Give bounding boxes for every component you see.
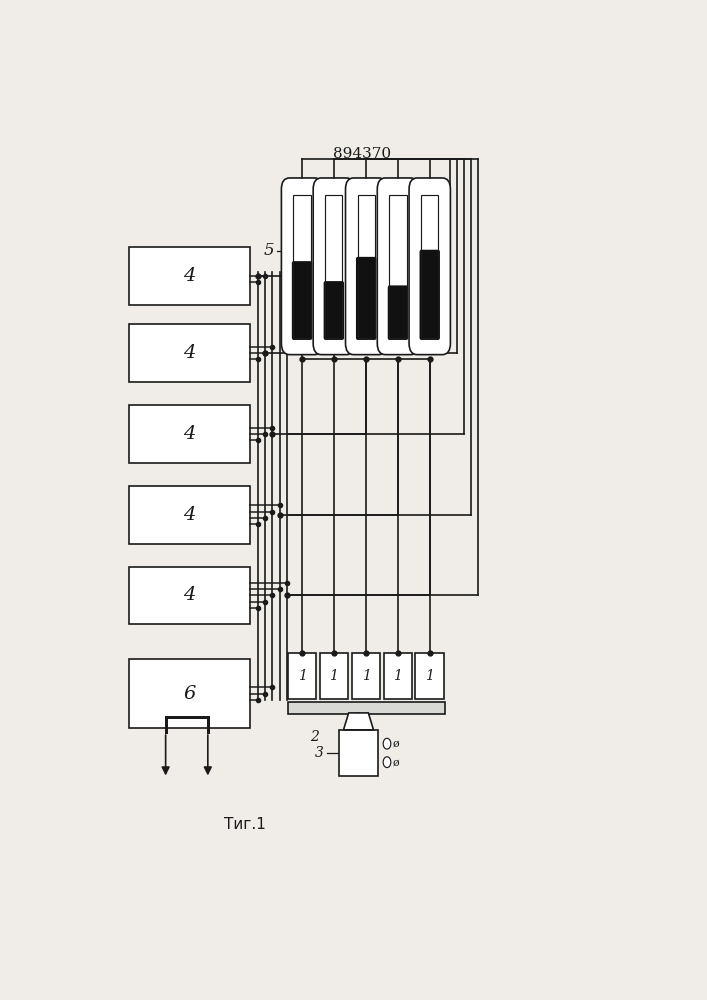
FancyBboxPatch shape <box>409 178 450 355</box>
Bar <box>352 653 380 699</box>
Bar <box>358 195 375 338</box>
Bar <box>320 653 348 699</box>
FancyBboxPatch shape <box>313 178 354 355</box>
Bar <box>358 195 375 259</box>
Text: 1: 1 <box>298 669 307 683</box>
Text: Τиг.1: Τиг.1 <box>223 817 265 832</box>
Circle shape <box>383 757 391 768</box>
Bar <box>129 324 250 382</box>
FancyBboxPatch shape <box>324 281 344 340</box>
Text: 6: 6 <box>184 685 196 703</box>
Bar <box>325 195 342 338</box>
Bar <box>129 486 250 544</box>
Text: 2: 2 <box>310 730 319 744</box>
Bar <box>129 405 250 463</box>
FancyBboxPatch shape <box>281 178 322 355</box>
FancyBboxPatch shape <box>346 178 387 355</box>
Bar <box>293 195 310 263</box>
Bar <box>390 195 407 288</box>
Bar <box>421 195 438 252</box>
Bar <box>325 195 342 283</box>
Text: ø: ø <box>393 739 399 749</box>
Text: 4: 4 <box>184 586 196 604</box>
Bar <box>390 195 407 338</box>
Text: 4: 4 <box>184 425 196 443</box>
Text: 4: 4 <box>184 267 196 285</box>
Text: 4: 4 <box>184 344 196 362</box>
Bar <box>293 195 310 338</box>
FancyBboxPatch shape <box>387 285 408 340</box>
Text: 1: 1 <box>329 669 338 683</box>
Bar <box>129 567 250 624</box>
Bar <box>129 659 250 728</box>
Bar <box>288 653 316 699</box>
Text: 1: 1 <box>426 669 434 683</box>
Bar <box>339 730 378 776</box>
Bar <box>288 702 445 714</box>
FancyBboxPatch shape <box>419 250 440 340</box>
FancyBboxPatch shape <box>378 178 419 355</box>
Text: 1: 1 <box>394 669 402 683</box>
Text: 1: 1 <box>362 669 370 683</box>
Polygon shape <box>344 713 373 730</box>
Bar <box>129 247 250 305</box>
Circle shape <box>383 738 391 749</box>
Text: 4: 4 <box>184 506 196 524</box>
FancyBboxPatch shape <box>356 257 376 340</box>
FancyBboxPatch shape <box>292 261 312 340</box>
Text: ø: ø <box>393 757 399 767</box>
Text: 894370: 894370 <box>333 147 392 161</box>
Text: 3: 3 <box>315 746 323 760</box>
Text: 5: 5 <box>264 242 274 259</box>
Bar <box>384 653 412 699</box>
Bar <box>416 653 444 699</box>
Bar <box>421 195 438 338</box>
